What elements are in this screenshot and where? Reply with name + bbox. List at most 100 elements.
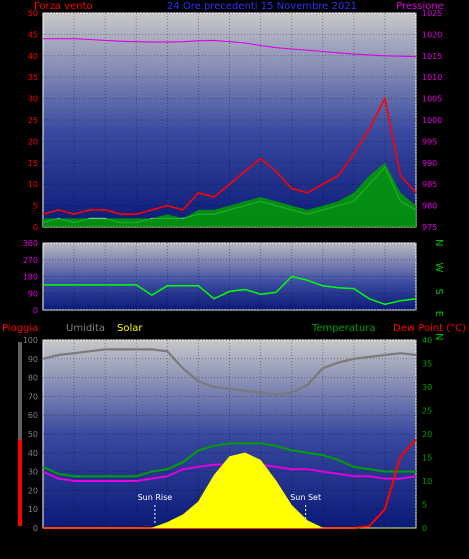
left-tick-label: 40	[28, 52, 38, 61]
x-tick-label: 16	[282, 532, 292, 541]
direction-grid	[43, 242, 417, 311]
right-tick-label: 985	[422, 180, 437, 189]
x-tick-label: 00	[406, 532, 416, 541]
right-tick-label: 1015	[422, 52, 442, 61]
right-tick-label: 5	[422, 501, 427, 510]
direction-plot-area	[42, 242, 417, 311]
right-tick-label: 40	[422, 336, 432, 345]
temperature-right-axis: 0 5 10 15 20 25 30 35 40	[422, 336, 432, 533]
wind-left-axis: 0 5 10 15 20 25 30 35 40 45 50	[28, 9, 38, 232]
series-pressure	[43, 38, 417, 58]
rain-gauge-fill	[18, 439, 22, 526]
right-tick-label: 990	[422, 159, 437, 168]
rain-gauge-bar	[18, 342, 22, 526]
left-tick-label: 20	[28, 486, 38, 495]
x-tick-label: 14	[250, 231, 260, 240]
left-tick-label: 360	[23, 239, 38, 248]
annotation-label: Sun Set	[290, 493, 321, 502]
pressure-axis-title: Pressione	[396, 1, 444, 12]
x-tick-label: 20	[344, 532, 354, 541]
left-tick-label: 30	[28, 468, 38, 477]
compass-labels: N W S E N	[433, 239, 444, 347]
annotation-label: Sun Rise	[138, 493, 173, 502]
x-tick-label: 20	[344, 314, 354, 323]
x-tick-label: 06	[126, 532, 136, 541]
left-tick-label: 100	[23, 336, 38, 345]
left-tick-label: 70	[28, 392, 38, 401]
left-tick-label: 0	[33, 306, 38, 315]
x-tick-label: 12	[219, 231, 229, 240]
x-tick-label: 22	[375, 231, 385, 240]
x-tick-label: 10	[188, 532, 198, 541]
series-temperature	[42, 442, 416, 478]
wind-x-axis: 02 04 06 08 10 12 14 16 18 20 22 00	[64, 231, 416, 240]
direction-left-axis: 0 90 180 270 360	[23, 239, 38, 315]
right-tick-label: 35	[422, 360, 432, 369]
right-tick-label: 975	[422, 223, 437, 232]
right-tick-label: 995	[422, 137, 437, 146]
left-tick-label: 90	[28, 355, 38, 364]
x-tick-label: 10	[188, 231, 198, 240]
series-range	[43, 162, 416, 227]
direction-x-axis: 02 04 06 08 10 12 14 16 18 20 22 00	[64, 314, 416, 323]
left-tick-label: 60	[28, 411, 38, 420]
right-tick-label: 1025	[422, 9, 442, 18]
left-tick-label: 50	[28, 430, 38, 439]
left-tick-label: 10	[28, 180, 38, 189]
x-tick-label: 14	[250, 532, 260, 541]
wind-pressure-series	[42, 38, 417, 227]
x-tick-label: 02	[64, 532, 74, 541]
x-tick-label: 02	[64, 314, 74, 323]
left-tick-label: 5	[33, 202, 38, 211]
left-tick-label: 15	[28, 159, 38, 168]
chart-title: 24 Ore precedenti 15 Novembre 2021	[167, 1, 357, 12]
x-tick-label: 00	[406, 314, 416, 323]
direction-series	[43, 275, 417, 306]
x-tick-label: 16	[282, 231, 292, 240]
series-gust	[42, 96, 417, 216]
right-tick-label: 1020	[422, 30, 442, 39]
x-tick-label: 12	[219, 314, 229, 323]
right-tick-label: 15	[422, 454, 432, 463]
x-tick-label: 00	[406, 231, 416, 240]
left-tick-label: 180	[23, 273, 38, 282]
left-tick-label: 40	[28, 449, 38, 458]
series-humidity	[42, 348, 417, 396]
solar-legend: Solar	[117, 323, 143, 334]
x-tick-label: 08	[157, 231, 167, 240]
right-tick-label: 0	[422, 524, 427, 533]
x-tick-label: 02	[64, 231, 74, 240]
right-tick-label: 1010	[422, 73, 442, 82]
x-tick-label: 14	[250, 314, 260, 323]
x-tick-label: 22	[375, 314, 385, 323]
right-tick-label: 20	[422, 430, 432, 439]
series-direction	[43, 275, 417, 306]
wind-pressure-plot-area	[42, 12, 417, 228]
x-tick-label: 20	[344, 231, 354, 240]
right-tick-label: 980	[422, 202, 437, 211]
x-tick-label: 04	[95, 532, 105, 541]
rain-legend: Pioggia	[2, 323, 38, 334]
right-tick-label: 25	[422, 407, 432, 416]
x-tick-label: 16	[282, 314, 292, 323]
x-tick-label: 18	[313, 314, 323, 323]
humidity-legend: Umidita	[66, 323, 105, 334]
humidity-temperature-series	[42, 348, 417, 529]
left-tick-label: 35	[28, 73, 38, 82]
left-tick-label: 0	[33, 524, 38, 533]
left-tick-label: 80	[28, 374, 38, 383]
x-tick-label: 12	[219, 532, 229, 541]
left-tick-label: 0	[33, 223, 38, 232]
wind-axis-title: Forza vento	[34, 1, 93, 12]
sun-annotations: Sun Rise Sun Set	[138, 493, 321, 524]
left-tick-label: 25	[28, 116, 38, 125]
right-tick-label: 1005	[422, 95, 442, 104]
humidity-left-axis: 0 10 20 30 40 50 60 70 80 90 100	[23, 336, 38, 533]
dewpoint-legend: Dew Point (°C)	[393, 323, 466, 334]
right-tick-label: 30	[422, 383, 432, 392]
x-tick-label: 18	[313, 532, 323, 541]
right-tick-label: 10	[422, 477, 432, 486]
x-tick-label: 04	[95, 231, 105, 240]
